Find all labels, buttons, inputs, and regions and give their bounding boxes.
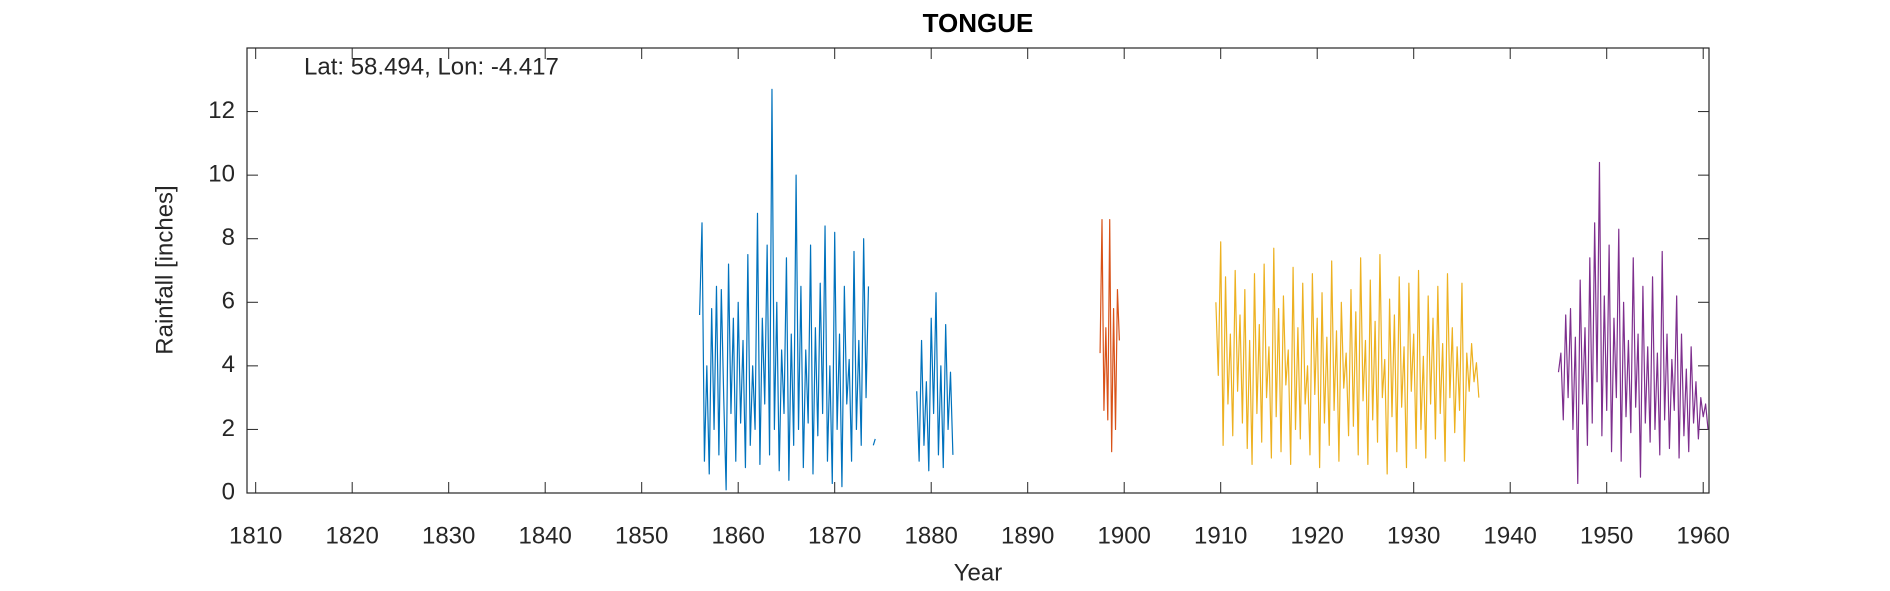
- y-tick-label: 2: [222, 415, 235, 442]
- x-tick-label: 1850: [615, 522, 668, 549]
- x-tick-label: 1950: [1580, 522, 1633, 549]
- x-tick-label: 1840: [518, 522, 571, 549]
- chart-title: TONGUE: [923, 8, 1034, 38]
- x-tick-label: 1890: [1001, 522, 1054, 549]
- y-tick-label: 6: [222, 288, 235, 315]
- x-tick-label: 1930: [1387, 522, 1440, 549]
- data-line: [1215, 241, 1480, 475]
- annotation: Lat: 58.494, Lon: -4.417: [304, 53, 559, 80]
- y-tick-label: 4: [222, 351, 235, 378]
- y-tick-label: 0: [222, 478, 235, 505]
- x-tick-label: 1830: [422, 522, 475, 549]
- x-tick-label: 1880: [905, 522, 958, 549]
- x-tick-label: 1910: [1194, 522, 1247, 549]
- y-axis-label: Rainfall [inches]: [151, 185, 178, 354]
- y-tick-label: 12: [208, 97, 235, 124]
- x-tick-label: 1870: [808, 522, 861, 549]
- axes-box: [246, 47, 1710, 494]
- x-tick-label: 1860: [711, 522, 764, 549]
- y-tick-label: 8: [222, 224, 235, 251]
- x-axis-label: Year: [954, 559, 1003, 586]
- y-tick-label: 10: [208, 160, 235, 187]
- x-tick-label: 1960: [1677, 522, 1730, 549]
- x-tick-label: 1900: [1098, 522, 1151, 549]
- x-tick-label: 1940: [1484, 522, 1537, 549]
- x-tick-label: 1810: [229, 522, 282, 549]
- data-line: [698, 88, 954, 491]
- data-line: [1099, 219, 1120, 453]
- x-tick-label: 1820: [325, 522, 378, 549]
- x-tick-label: 1920: [1291, 522, 1344, 549]
- data-line: [1557, 161, 1709, 485]
